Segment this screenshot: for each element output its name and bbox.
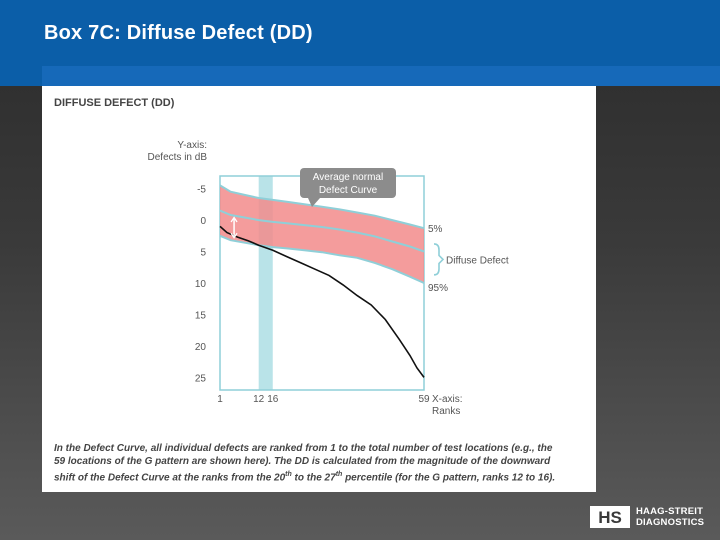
hs-logo-icon: HS [590, 506, 630, 528]
label-5-percent: 5% [428, 224, 443, 235]
normal-range-band [220, 185, 424, 283]
y-tick-label: 25 [195, 373, 207, 384]
x-axis-label-line2: Ranks [432, 406, 460, 417]
diffuse-defect-bracket [433, 243, 445, 276]
label-95-percent: 95% [428, 283, 448, 294]
haag-streit-logo: HS HAAG-STREIT DIAGNOSTICS [590, 504, 710, 532]
y-tick-label: 10 [195, 279, 207, 290]
x-tick-label: 12 [253, 394, 265, 405]
defect-curve-chart: DIFFUSE DEFECT (DD) Y-axis: Defects in d… [54, 97, 509, 417]
logo-text: HAAG-STREIT DIAGNOSTICS [636, 506, 704, 528]
y-tick-label: 15 [195, 310, 207, 321]
logo-line2: DIAGNOSTICS [636, 517, 705, 528]
average-normal-line [219, 209, 425, 253]
x-tick-label: 16 [267, 394, 279, 405]
caption-sup1: th [285, 471, 292, 478]
caption-line1: In the Defect Curve, all individual defe… [54, 443, 553, 454]
accent-stripe [0, 66, 720, 86]
y-tick-label: 5 [200, 248, 206, 259]
caption-line3a: shift of the Defect Curve at the ranks f… [54, 472, 286, 484]
x-tick-label: 1 [217, 394, 223, 405]
patient-defect-curve [219, 225, 425, 378]
y-axis-label-line2: Defects in dB [148, 152, 208, 163]
x-axis-label-line1: X-axis: [432, 394, 463, 405]
y-tick-label: -5 [197, 185, 206, 196]
callout-line2: Defect Curve [319, 185, 378, 196]
logo-mark-text: HS [598, 508, 622, 527]
label-diffuse-defect: Diffuse Defect [446, 255, 509, 266]
callout-pointer [308, 198, 320, 207]
caption-line3b: to the 27 [291, 472, 336, 484]
dd-arrow-head-down [230, 232, 238, 239]
slide-title: Box 7C: Diffuse Defect (DD) [44, 22, 313, 44]
title-bar: Box 7C: Diffuse Defect (DD) [0, 0, 720, 66]
caption-line3c: percentile (for the G pattern, ranks 12 … [342, 472, 556, 484]
chart-title: DIFFUSE DEFECT (DD) [54, 97, 175, 109]
y-axis-label-line1: Y-axis: [177, 140, 207, 151]
x-tick-label: 59 [418, 394, 430, 405]
callout-line1: Average normal [313, 172, 383, 183]
lower-95pct-line [219, 234, 425, 284]
caption-sup2: th [335, 471, 343, 478]
dd-arrow-head-up [230, 216, 238, 223]
figure-panel: DIFFUSE DEFECT (DD) Y-axis: Defects in d… [42, 86, 596, 492]
callout-box [300, 168, 396, 198]
y-tick-label: 0 [200, 216, 206, 227]
y-tick-label: 20 [195, 342, 207, 353]
caption-line2: 59 locations of the G pattern are shown … [54, 456, 551, 467]
logo-line1: HAAG-STREIT [636, 506, 704, 517]
figure-caption: In the Defect Curve, all individual defe… [54, 442, 584, 484]
